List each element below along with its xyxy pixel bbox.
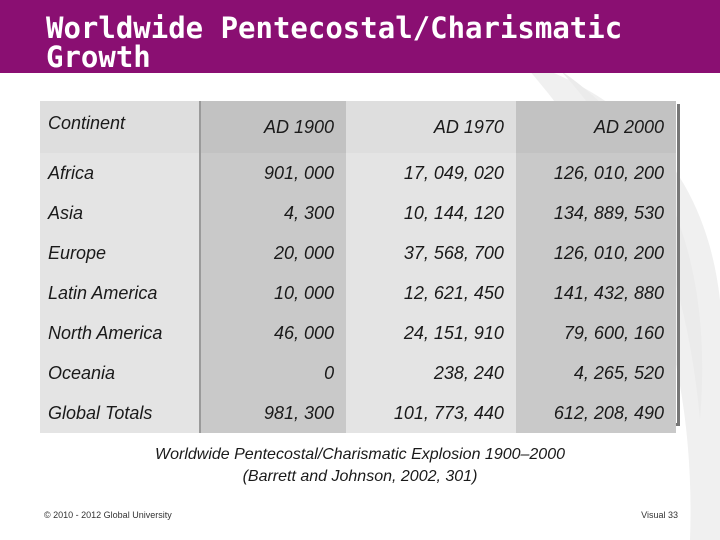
cell-ad-1970: 12, 621, 450 [346, 273, 516, 313]
table-row: Asia 4, 300 10, 144, 120 134, 889, 530 [40, 193, 676, 233]
table-row-totals: Global Totals 981, 300 101, 773, 440 612… [40, 393, 676, 433]
cell-ad-1970: 238, 240 [346, 353, 516, 393]
cell-ad-1900: 4, 300 [198, 193, 347, 233]
table-header-row: Continent AD 1900 AD 1970 AD 2000 [40, 101, 676, 153]
footer-page-label: Visual 33 [641, 510, 678, 520]
cell-continent: Global Totals [40, 393, 200, 433]
growth-table: Continent AD 1900 AD 1970 AD 2000 Africa… [40, 101, 677, 433]
cell-continent: Asia [40, 193, 200, 233]
header-ad-2000: AD 2000 [515, 101, 676, 153]
cell-continent: Africa [40, 153, 200, 193]
table-row: North America 46, 000 24, 151, 910 79, 6… [40, 313, 676, 353]
cell-ad-1900: 10, 000 [198, 273, 347, 313]
header-ad-1970: AD 1970 [346, 101, 516, 153]
cell-ad-1970: 17, 049, 020 [346, 153, 516, 193]
cell-ad-2000: 134, 889, 530 [515, 193, 676, 233]
slide-title-line-1: Worldwide Pentecostal/Charismatic [46, 11, 623, 45]
slide-title-line-2: Growth [46, 40, 151, 74]
cell-ad-2000: 126, 010, 200 [515, 233, 676, 273]
table-row: Oceania 0 238, 240 4, 265, 520 [40, 353, 676, 393]
table-row: Europe 20, 000 37, 568, 700 126, 010, 20… [40, 233, 676, 273]
cell-ad-1900: 46, 000 [198, 313, 347, 353]
title-bar: Worldwide Pentecostal/Charismatic Growth [0, 0, 720, 73]
cell-ad-2000: 141, 432, 880 [515, 273, 676, 313]
footer-copyright: © 2010 - 2012 Global University [44, 510, 172, 520]
header-ad-1900: AD 1900 [198, 101, 347, 153]
cell-ad-1900: 0 [198, 353, 347, 393]
cell-continent: Oceania [40, 353, 200, 393]
cell-ad-2000: 126, 010, 200 [515, 153, 676, 193]
cell-ad-1970: 101, 773, 440 [346, 393, 516, 433]
cell-ad-1900: 981, 300 [198, 393, 347, 433]
header-continent: Continent [40, 101, 200, 153]
cell-continent: Latin America [40, 273, 200, 313]
cell-ad-1970: 37, 568, 700 [346, 233, 516, 273]
table-row: Latin America 10, 000 12, 621, 450 141, … [40, 273, 676, 313]
caption-line-2: (Barrett and Johnson, 2002, 301) [242, 468, 478, 485]
cell-continent: North America [40, 313, 200, 353]
slide-title: Worldwide Pentecostal/Charismatic Growth [46, 14, 706, 72]
caption-line-1: Worldwide Pentecostal/Charismatic Explos… [155, 446, 565, 463]
cell-ad-2000: 79, 600, 160 [515, 313, 676, 353]
cell-continent: Europe [40, 233, 200, 273]
cell-ad-2000: 612, 208, 490 [515, 393, 676, 433]
table-row: Africa 901, 000 17, 049, 020 126, 010, 2… [40, 153, 676, 193]
cell-ad-1970: 10, 144, 120 [346, 193, 516, 233]
cell-ad-1900: 901, 000 [198, 153, 347, 193]
table-caption: Worldwide Pentecostal/Charismatic Explos… [0, 444, 720, 488]
cell-ad-1900: 20, 000 [198, 233, 347, 273]
cell-ad-2000: 4, 265, 520 [515, 353, 676, 393]
cell-ad-1970: 24, 151, 910 [346, 313, 516, 353]
